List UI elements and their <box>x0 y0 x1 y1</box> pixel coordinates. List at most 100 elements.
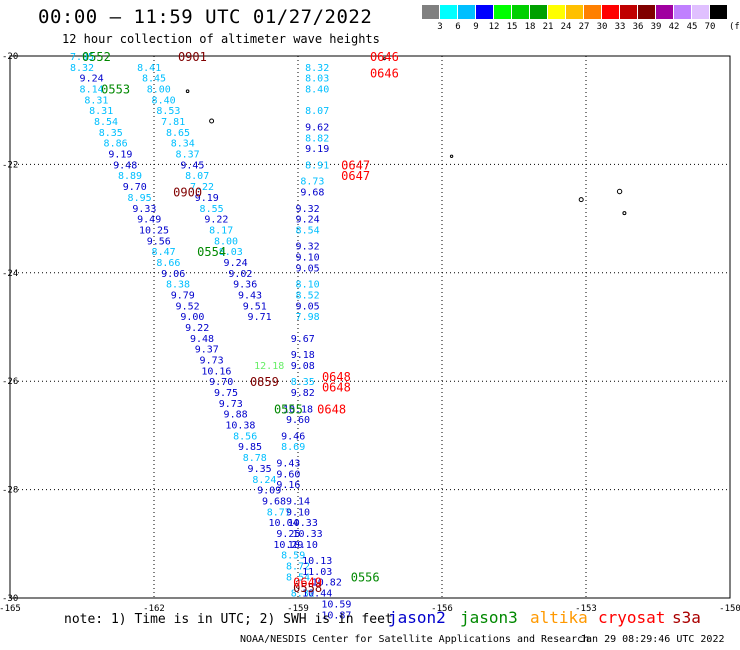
data-label: 10.10 <box>288 540 318 551</box>
colorbar-label: 39 <box>650 22 662 32</box>
data-label: 8.32 <box>70 63 94 74</box>
data-label: 8.54 <box>296 225 320 236</box>
data-label: 8.89 <box>118 171 142 182</box>
data-label: 8.17 <box>209 225 233 236</box>
plot-frame <box>9 55 731 599</box>
data-label: 9.48 <box>113 160 137 171</box>
data-label: 8.41 <box>137 63 161 74</box>
data-label: 9.16 <box>276 480 300 491</box>
page-title: 00:00 — 11:59 UTC 01/27/2022 <box>38 6 373 28</box>
data-label: 8.95 <box>128 193 152 204</box>
data-label: 9.48 <box>190 334 214 345</box>
time-label: 0649 <box>293 576 322 590</box>
colorbar-swatch <box>548 5 565 19</box>
time-label: 0901 <box>178 50 207 64</box>
colorbar-label: 30 <box>596 22 608 32</box>
colorbar-swatch <box>692 5 709 19</box>
data-label: 10.82 <box>312 578 342 589</box>
island-outline <box>209 118 215 124</box>
data-label: 9.06 <box>161 269 185 280</box>
data-label: 8.24 <box>252 475 276 486</box>
colorbar-label: 3 <box>437 22 443 32</box>
colorbar-swatch <box>440 5 457 19</box>
data-label: 9.25 <box>276 529 300 540</box>
time-label: 0555 <box>274 402 303 416</box>
time-label: 0554 <box>197 245 226 259</box>
x-tick-label: -153 <box>575 604 597 614</box>
colorbar-swatch <box>458 5 475 19</box>
data-label: 8.35 <box>291 377 315 388</box>
data-label: 9.60 <box>286 415 310 426</box>
colorbar-label: 70 <box>704 22 716 32</box>
data-label: 9.75 <box>214 388 238 399</box>
colorbar-label: 42 <box>668 22 680 32</box>
satellite-legend-jason2: jason2 <box>388 608 446 627</box>
data-label: 8.32 <box>305 63 329 74</box>
time-label: 0859 <box>250 375 279 389</box>
time-label: 0553 <box>101 83 130 97</box>
data-label: 7.95 <box>70 52 94 63</box>
time-label: 0646 <box>370 66 399 80</box>
data-label: 8.14 <box>80 85 104 96</box>
data-label: 8.66 <box>156 258 180 269</box>
satellite-legend-s3a: s3a <box>672 608 701 627</box>
data-label: 8.31 <box>89 106 113 117</box>
data-label: 8.34 <box>171 139 195 150</box>
data-label: 9.51 <box>243 301 267 312</box>
data-label: 9.68 <box>300 188 324 199</box>
data-label: 8.65 <box>166 128 190 139</box>
data-label: 9.43 <box>238 290 262 301</box>
data-label: 8.03 <box>219 247 243 258</box>
data-label: 10.33 <box>288 518 318 529</box>
data-label: 9.85 <box>238 442 262 453</box>
data-label: 7.98 <box>296 312 320 323</box>
colorbar-swatch <box>512 5 529 19</box>
data-label: 9.70 <box>123 182 147 193</box>
data-label: 9.19 <box>305 144 329 155</box>
data-label: 9.67 <box>291 334 315 345</box>
data-label: 8.47 <box>152 247 176 258</box>
data-label: 9.49 <box>137 215 161 226</box>
data-label: 8.07 <box>185 171 209 182</box>
data-label: 8.35 <box>99 128 123 139</box>
data-label: 8.07 <box>305 106 329 117</box>
data-label: 8.55 <box>200 204 224 215</box>
data-label: 9.05 <box>296 301 320 312</box>
data-label: 10.33 <box>293 529 323 540</box>
data-label: 8.77 <box>267 507 291 518</box>
data-label: 8.52 <box>296 290 320 301</box>
time-label: 0900 <box>173 186 202 200</box>
data-label: 9.71 <box>248 312 272 323</box>
data-label: 9.10 <box>296 253 320 264</box>
data-label: 9.68 <box>262 496 286 507</box>
colorbar-label: 36 <box>632 22 644 32</box>
colorbar-label: 24 <box>560 22 572 32</box>
data-label: 9.36 <box>233 280 257 291</box>
y-tick-label: -30 <box>2 594 18 604</box>
data-label: 9.35 <box>248 464 272 475</box>
data-label: 9.22 <box>185 323 209 334</box>
data-label: 9.22 <box>204 215 228 226</box>
colorbar-swatch <box>584 5 601 19</box>
data-label: 9.24 <box>80 74 104 85</box>
y-tick-label: -24 <box>2 269 18 279</box>
y-tick-label: -26 <box>2 377 18 387</box>
data-label: 9.32 <box>296 242 320 253</box>
y-tick-label: -22 <box>2 160 18 170</box>
data-label: 8.53 <box>156 106 180 117</box>
data-label: 8.32 <box>291 589 315 600</box>
data-label: 10.16 <box>201 366 231 377</box>
data-label: 8.56 <box>233 431 257 442</box>
colorbar-units: (ft) <box>729 22 740 32</box>
data-label: 9.73 <box>200 356 224 367</box>
data-label: 8.59 <box>281 551 305 562</box>
data-label: 11.03 <box>302 567 332 578</box>
data-label: 9.00 <box>180 312 204 323</box>
time-label: 0556 <box>351 570 380 584</box>
colorbar-label: 27 <box>578 22 590 32</box>
data-label: 8.91 <box>305 160 329 171</box>
data-label: 9.05 <box>296 263 320 274</box>
data-label: 9.82 <box>291 388 315 399</box>
data-label: 10.44 <box>302 589 332 600</box>
data-label: 10.18 <box>283 404 313 415</box>
